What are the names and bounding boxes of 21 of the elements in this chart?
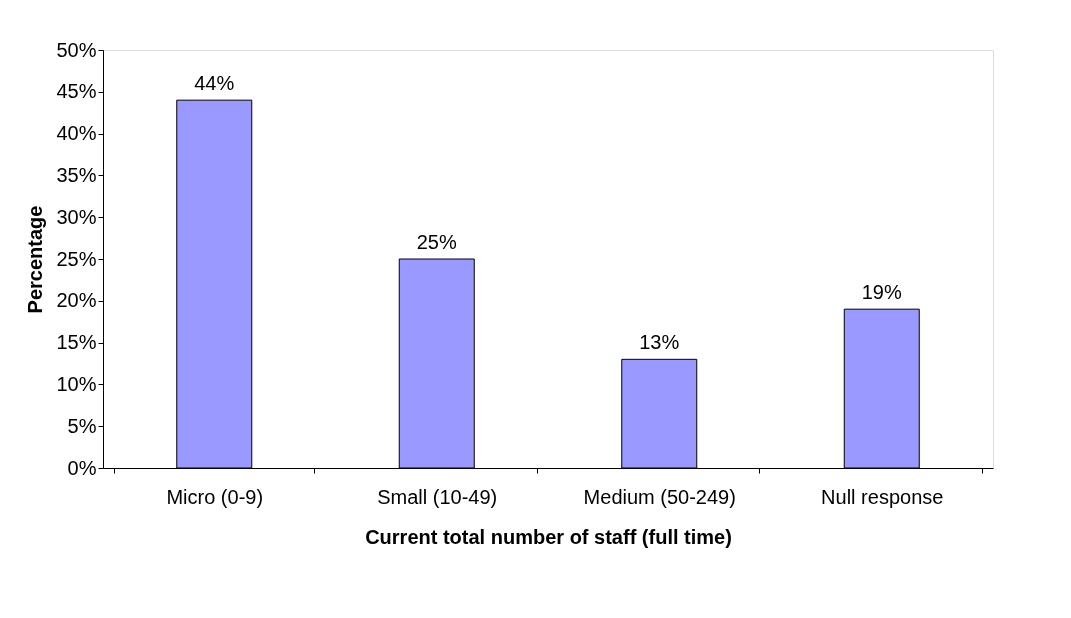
data-label: 13% [639, 331, 680, 354]
y-tick-label: 10% [56, 372, 97, 395]
y-tick-label: 25% [56, 247, 97, 270]
x-tick-label: Micro (0-9) [166, 485, 264, 508]
y-tick-label: 35% [56, 163, 97, 186]
data-label: 44% [194, 72, 235, 95]
y-tick-label: 20% [56, 289, 97, 312]
x-tick-label: Small (10-49) [377, 485, 498, 508]
y-tick-label: 15% [56, 331, 97, 354]
y-tick-label: 45% [56, 80, 97, 103]
data-label: 19% [861, 281, 902, 304]
data-label: 25% [416, 231, 457, 253]
x-axis-title: Current total number of staff (full time) [365, 525, 732, 548]
y-tick-label: 40% [56, 122, 97, 145]
y-tick-label: 50% [56, 38, 97, 61]
y-tick-label: 0% [67, 456, 97, 479]
y-axis-title: Percentage [24, 205, 47, 314]
x-tick-label: Medium (50-249) [583, 485, 736, 508]
y-tick-label: 5% [67, 414, 97, 437]
x-tick-label: Null response [821, 485, 944, 508]
y-tick-label: 30% [56, 205, 97, 228]
